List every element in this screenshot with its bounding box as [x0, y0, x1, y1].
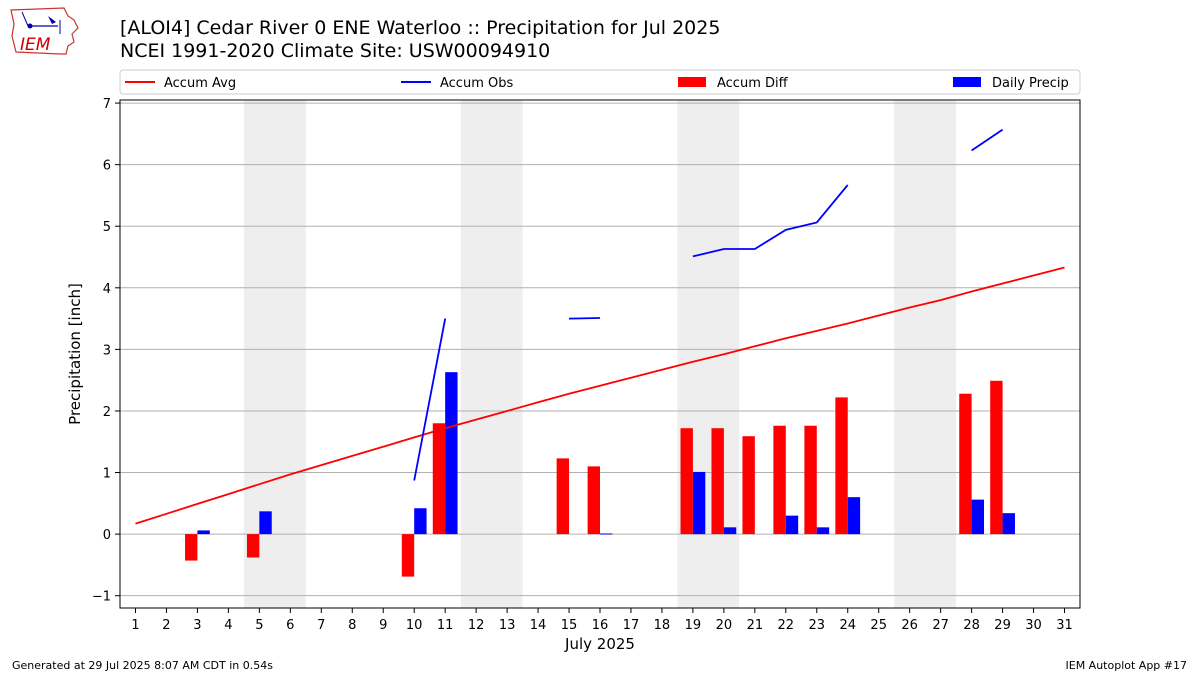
legend-label: Accum Obs: [440, 76, 513, 91]
x-tick-label: 12: [468, 618, 485, 633]
accum-diff-bar: [990, 380, 1003, 535]
accum-diff-bar: [959, 393, 972, 535]
daily-precip-bar: [197, 530, 210, 535]
y-tick-label: 4: [103, 282, 111, 297]
iem-logo: IEM: [8, 6, 80, 60]
daily-precip-bar: [816, 527, 830, 535]
weekend-shade-3: [894, 100, 957, 608]
x-tick-label: 6: [286, 618, 294, 633]
x-tick-label: 8: [348, 618, 356, 633]
legend-swatch: [953, 77, 981, 87]
legend-box: [119, 69, 1081, 95]
x-tick-label: 18: [654, 618, 671, 633]
weekend-shade-1: [460, 100, 523, 608]
legend-label: Accum Diff: [717, 76, 789, 91]
accum-diff-bar: [246, 534, 260, 558]
daily-precip-bar: [971, 499, 984, 535]
accum-diff-bar: [556, 458, 570, 535]
x-tick-label: 17: [623, 618, 640, 633]
legend-swatch: [678, 77, 706, 87]
daily-precip-bar: [445, 372, 458, 535]
x-tick-label: 27: [932, 618, 949, 633]
x-tick-label: 28: [963, 618, 980, 633]
x-tick-label: 11: [437, 618, 454, 633]
y-tick-label: 6: [103, 159, 111, 174]
daily-precip-bar: [847, 497, 861, 535]
x-tick-label: 24: [839, 618, 856, 633]
x-tick-label: 3: [193, 618, 201, 633]
x-tick-label: 22: [778, 618, 795, 633]
y-tick-label: 7: [103, 97, 111, 112]
iowa-state-outline-logo-icon: IEM: [10, 7, 79, 55]
daily-precip-bar: [414, 508, 427, 535]
chart-title: [ALOI4] Cedar River 0 ENE Waterloo :: Pr…: [120, 17, 721, 39]
accum-diff-bar: [587, 466, 600, 535]
daily-precip-bar: [1002, 513, 1015, 535]
footer-app-label: IEM Autoplot App #17: [1065, 659, 1188, 672]
x-tick-label: 29: [994, 618, 1011, 633]
legend: Accum Avg Accum Obs Accum Diff Daily Precip: [119, 69, 1081, 95]
accum-obs-line: [568, 317, 601, 320]
x-tick-label: 20: [716, 618, 733, 633]
accum-avg-line: [135, 266, 1065, 525]
x-tick-label: 14: [530, 618, 547, 633]
weekend-shading-layer: [243, 100, 957, 608]
accum-diff-bar: [804, 425, 817, 535]
accum-obs-line: [413, 318, 447, 481]
x-tick-label: 30: [1025, 618, 1042, 633]
logo-text: IEM: [20, 35, 51, 55]
accum-diff-bar: [742, 436, 755, 535]
accum-diff-bar: [432, 423, 446, 535]
x-tick-label: 2: [162, 618, 170, 633]
accum-diff-bar: [680, 428, 693, 535]
accum-diff-bar: [773, 425, 786, 535]
x-tick-label: 1: [131, 618, 139, 633]
x-tick-label: 26: [901, 618, 918, 633]
x-tick-label: 23: [809, 618, 826, 633]
x-tick-label: 21: [747, 618, 764, 633]
x-tick-label: 5: [255, 618, 263, 633]
y-tick-label: 1: [103, 467, 111, 482]
footer-generated-text: Generated at 29 Jul 2025 8:07 AM CDT in …: [12, 659, 273, 672]
x-axis-label: July 2025: [564, 635, 635, 653]
y-tick-label: 3: [103, 343, 111, 358]
y-tick-label: 0: [103, 528, 111, 543]
line-layer: [135, 128, 1065, 525]
y-tick-label: −1: [92, 590, 111, 605]
accum-obs-line: [692, 184, 849, 258]
chart-subtitle: NCEI 1991-2020 Climate Site: USW00094910: [120, 40, 551, 62]
accum-obs-line: [971, 128, 1004, 152]
accum-diff-bar: [401, 534, 415, 577]
x-tick-label: 9: [379, 618, 387, 633]
legend-label: Daily Precip: [992, 76, 1069, 91]
y-axis-label: Precipitation [inch]: [66, 283, 84, 425]
weekend-shade-0: [243, 100, 306, 608]
daily-precip-bar: [692, 471, 706, 535]
y-tick-label: 5: [103, 220, 111, 235]
daily-precip-bar: [723, 527, 737, 535]
x-tick-label: 4: [224, 618, 232, 633]
x-tick-label: 7: [317, 618, 325, 633]
x-tick-label: 13: [499, 618, 516, 633]
daily-precip-bar: [785, 515, 799, 535]
bar-layer: [185, 372, 1015, 577]
x-tick-label: 31: [1056, 618, 1073, 633]
x-tick-label: 10: [406, 618, 423, 633]
accum-diff-bar: [835, 397, 848, 535]
accum-diff-bar: [711, 428, 724, 535]
accum-diff-bar: [185, 534, 198, 561]
x-tick-label: 25: [870, 618, 887, 633]
x-tick-label: 19: [685, 618, 702, 633]
x-tick-label: 16: [592, 618, 609, 633]
x-tick-label: 15: [561, 618, 578, 633]
legend-label: Accum Avg: [164, 76, 236, 91]
y-tick-label: 2: [103, 405, 111, 420]
daily-precip-bar: [600, 533, 613, 535]
daily-precip-bar: [259, 511, 272, 535]
